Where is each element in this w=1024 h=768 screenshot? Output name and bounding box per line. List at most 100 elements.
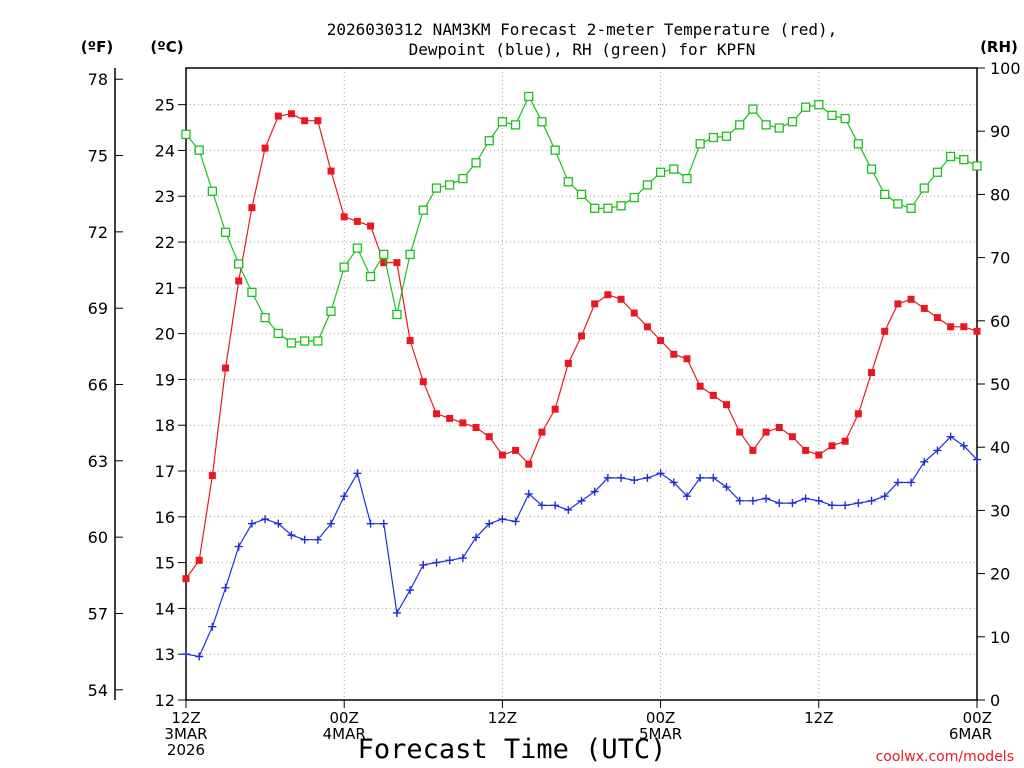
2-meter-temperature-point xyxy=(314,117,322,125)
2-meter-temperature-point xyxy=(894,300,902,308)
dewpoint-point xyxy=(313,535,322,544)
2-meter-temperature-point xyxy=(617,295,625,303)
2-meter-temperature-point xyxy=(538,428,546,436)
2-meter-temperature-point xyxy=(907,295,915,303)
2-meter-temperature-point xyxy=(301,117,309,125)
2-meter-temperature-point xyxy=(261,144,269,152)
rh-point xyxy=(537,117,547,127)
dewpoint-point xyxy=(696,473,705,482)
rh-point xyxy=(774,123,784,133)
x-tick-label: 12Z xyxy=(804,709,833,727)
dewpoint-point xyxy=(643,473,652,482)
rh-tick-label: 100 xyxy=(990,59,1021,78)
dewpoint-point xyxy=(669,478,678,487)
celsius-tick-label: 16 xyxy=(155,508,175,527)
2-meter-temperature-point xyxy=(551,405,559,413)
dewpoint-point xyxy=(854,499,863,508)
2-meter-temperature-point xyxy=(920,304,928,312)
rh-point xyxy=(563,177,573,187)
dewpoint-point xyxy=(366,519,375,528)
series-layer xyxy=(181,91,982,661)
2-meter-temperature-point xyxy=(353,217,361,225)
dewpoint-point xyxy=(208,622,217,631)
2-meter-temperature-point xyxy=(432,410,440,418)
dewpoint-point xyxy=(617,473,626,482)
dewpoint-point xyxy=(432,558,441,567)
2-meter-temperature-point xyxy=(775,424,783,432)
2-meter-temperature-point xyxy=(380,259,388,267)
rh-point xyxy=(642,180,653,190)
rh-point xyxy=(629,192,639,203)
2-meter-temperature-point xyxy=(498,451,506,459)
celsius-tick-label: 19 xyxy=(155,370,175,389)
2-meter-temperature-point xyxy=(287,110,295,118)
2-meter-temperature-point xyxy=(854,410,862,418)
rh-point xyxy=(576,189,587,200)
dewpoint-point xyxy=(630,476,639,485)
2-meter-temperature-point xyxy=(195,556,203,564)
rh-point xyxy=(220,227,231,237)
dewpoint-point xyxy=(234,542,243,551)
rh-point xyxy=(194,145,204,155)
rh-point xyxy=(616,201,626,211)
dewpoint-point xyxy=(920,457,929,466)
2-meter-temperature-point xyxy=(208,472,216,480)
rh-line xyxy=(185,95,978,344)
2-meter-temperature-point xyxy=(683,355,691,363)
rh-point xyxy=(932,167,943,177)
dewpoint-point xyxy=(827,501,836,510)
2-meter-temperature-point xyxy=(762,428,770,436)
x-tick-label: 5MAR xyxy=(639,725,682,743)
rh-point xyxy=(445,180,455,190)
dewpoint-point xyxy=(406,586,415,595)
celsius-tick-label: 24 xyxy=(155,141,175,160)
2-meter-temperature-point xyxy=(340,213,348,221)
rh-point xyxy=(945,151,956,162)
plot-frame xyxy=(185,67,978,701)
2-meter-temperature-point xyxy=(749,446,757,454)
dewpoint-point xyxy=(458,554,467,563)
rh-point xyxy=(880,189,890,200)
2-meter-temperature-point xyxy=(643,323,651,331)
rh-tick-label: 10 xyxy=(990,628,1010,647)
fahrenheit-tick-label: 66 xyxy=(88,376,108,395)
rh-point xyxy=(721,131,732,141)
dewpoint-point xyxy=(261,515,270,524)
dewpoint-point xyxy=(682,492,691,501)
dewpoint-point xyxy=(973,455,981,464)
dewpoint-point xyxy=(880,492,889,501)
rh-point xyxy=(313,336,323,346)
rh-point xyxy=(787,117,798,127)
dewpoint-point xyxy=(511,517,520,526)
unit-label-rh: (RH) xyxy=(980,38,1018,56)
celsius-tick-label: 21 xyxy=(155,279,175,298)
dewpoint-point xyxy=(656,469,665,478)
2-meter-temperature-point xyxy=(696,382,704,390)
2-meter-temperature-point xyxy=(578,332,585,340)
rh-point xyxy=(827,110,837,121)
celsius-tick-label: 18 xyxy=(155,416,175,435)
2-meter-temperature-point xyxy=(630,309,638,317)
2-meter-temperature-point xyxy=(564,359,572,367)
2-meter-temperature-point xyxy=(235,277,243,285)
rh-point xyxy=(603,203,613,213)
x-tick-label: 00Z xyxy=(963,709,992,727)
2-meter-temperature-point xyxy=(419,378,427,386)
dewpoint-point xyxy=(340,492,349,501)
rh-point xyxy=(590,203,600,213)
dewpoint-point xyxy=(946,432,955,441)
dewpoint-point xyxy=(551,501,560,510)
dewpoint-point xyxy=(327,519,336,528)
2-meter-temperature-point xyxy=(406,336,414,344)
chart-title-line1: 2026030312 NAM3KM Forecast 2-meter Tempe… xyxy=(327,20,838,39)
x-tick-label: 12Z xyxy=(171,709,200,727)
2-meter-temperature-point xyxy=(367,222,375,230)
rh-point xyxy=(853,139,863,149)
dewpoint-point xyxy=(182,650,190,659)
fahrenheit-tick-label: 72 xyxy=(88,223,108,242)
rh-tick-label: 40 xyxy=(990,438,1010,457)
dewpoint-point xyxy=(445,556,454,565)
rh-tick-label: 80 xyxy=(990,185,1010,204)
rh-tick-label: 90 xyxy=(990,122,1010,141)
